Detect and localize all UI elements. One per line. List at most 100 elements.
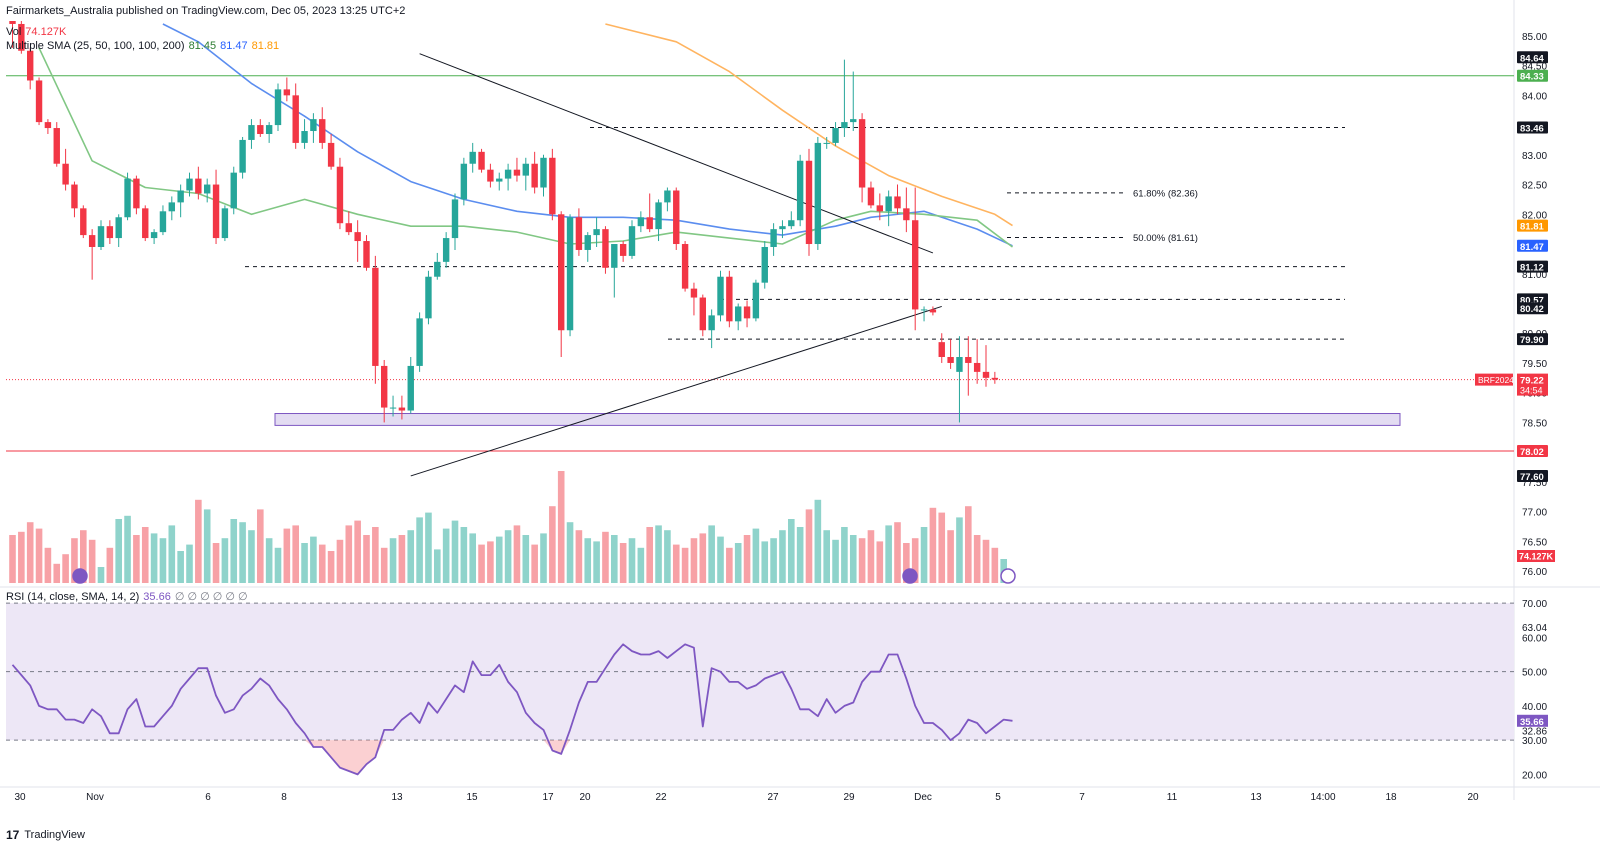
volume-bar bbox=[761, 541, 769, 583]
volume-bar bbox=[708, 525, 715, 583]
candle-body bbox=[186, 178, 193, 191]
rsi-extra: ∅ ∅ ∅ ∅ ∅ ∅ bbox=[174, 591, 248, 603]
candle-body bbox=[973, 362, 981, 372]
candle-body bbox=[327, 142, 335, 167]
candle-body bbox=[460, 163, 468, 200]
price-label-bg bbox=[1517, 333, 1548, 346]
volume-bar bbox=[531, 544, 538, 583]
candle-body bbox=[142, 208, 149, 239]
volume-bar bbox=[478, 544, 485, 583]
rsi-value-tag-bg bbox=[1517, 714, 1548, 727]
time-tick-label: 13 bbox=[1250, 792, 1262, 803]
candle-body bbox=[62, 163, 69, 185]
volume-bar bbox=[177, 551, 184, 583]
candle-body bbox=[912, 220, 919, 310]
volume-bar bbox=[35, 528, 43, 583]
candle-body bbox=[80, 208, 87, 236]
candle-body bbox=[248, 125, 255, 140]
price-label: 81.81 bbox=[1520, 222, 1544, 233]
time-tick-label: Dec bbox=[914, 792, 932, 803]
candle-body bbox=[71, 184, 78, 209]
rsi-tick-label: 30.00 bbox=[1522, 736, 1547, 747]
volume-bar bbox=[159, 538, 167, 583]
price-tick-label: 77.50 bbox=[1522, 478, 1547, 489]
candle-body bbox=[584, 235, 591, 250]
volume-legend[interactable]: Vol 74.127K bbox=[6, 26, 70, 38]
candle-body bbox=[699, 297, 706, 331]
volume-bar bbox=[796, 527, 804, 583]
candle-body bbox=[991, 377, 999, 380]
volume-bar bbox=[495, 536, 503, 583]
volume-bar bbox=[743, 535, 751, 583]
candle-body bbox=[664, 190, 671, 203]
candle-body bbox=[416, 318, 423, 366]
volume-bar bbox=[779, 530, 786, 583]
candle-body bbox=[761, 246, 768, 283]
candle-body bbox=[796, 160, 804, 221]
candle-body bbox=[106, 226, 114, 239]
volume-bar bbox=[248, 530, 255, 583]
candle-body bbox=[690, 288, 698, 298]
volume-bar bbox=[849, 535, 857, 583]
candle-body bbox=[35, 80, 43, 123]
volume-bar bbox=[62, 554, 69, 583]
price-label: 81.12 bbox=[1520, 263, 1544, 274]
price-label-bg bbox=[1517, 219, 1548, 232]
price-tick-label: 79.50 bbox=[1522, 359, 1547, 370]
candle-body bbox=[239, 139, 246, 173]
candle-body bbox=[274, 89, 282, 126]
volume-bar bbox=[513, 525, 521, 583]
candle-body bbox=[381, 365, 388, 408]
rsi-tick-label: 32.86 bbox=[1522, 726, 1547, 737]
candle-body bbox=[593, 229, 600, 236]
candle-body bbox=[805, 160, 813, 245]
sma-legend[interactable]: Multiple SMA (25, 50, 100, 100, 200) 81.4… bbox=[6, 40, 283, 52]
price-tick-label: 84.00 bbox=[1522, 91, 1547, 102]
candle-body bbox=[88, 235, 96, 247]
candle-body bbox=[823, 142, 830, 144]
candle-body bbox=[885, 196, 892, 212]
candle-body bbox=[513, 169, 521, 176]
time-tick-label: 22 bbox=[655, 792, 667, 803]
price-label: 84.33 bbox=[1520, 72, 1544, 83]
last-price-tag-bg bbox=[1517, 373, 1548, 396]
candle-body bbox=[788, 220, 795, 227]
rsi-tick-label: 50.00 bbox=[1522, 668, 1547, 679]
price-tick-label: 76.00 bbox=[1522, 567, 1547, 578]
volume-bar bbox=[150, 533, 158, 583]
candle-body bbox=[27, 50, 34, 81]
rsi-value: 35.66 bbox=[143, 591, 171, 603]
time-tick-label: 14:00 bbox=[1310, 792, 1335, 803]
volume-bar bbox=[894, 522, 901, 583]
rsi-tick-label: 63.04 bbox=[1522, 623, 1547, 634]
dividend-event-icon bbox=[902, 568, 918, 584]
time-tick-label: 30 bbox=[14, 792, 26, 803]
candle-body bbox=[575, 217, 583, 250]
volume-bar bbox=[442, 528, 450, 583]
candle-body bbox=[832, 128, 839, 143]
price-pane bbox=[9, 21, 1013, 477]
fib-label: 50.00% (81.61) bbox=[1133, 233, 1198, 244]
rsi-legend[interactable]: RSI (14, close, SMA, 14, 2) 35.66 ∅ ∅ ∅ ∅ … bbox=[6, 590, 252, 603]
candle-body bbox=[956, 357, 963, 372]
candle-body bbox=[53, 128, 60, 164]
volume-bar bbox=[460, 527, 468, 583]
symbol-tag: BRF2024 bbox=[1478, 375, 1514, 385]
vol-label: Vol bbox=[6, 26, 22, 38]
volume-bar bbox=[956, 517, 963, 583]
price-tick-label: 81.00 bbox=[1522, 270, 1547, 281]
candle-body bbox=[442, 238, 450, 262]
time-tick-label: 5 bbox=[995, 792, 1001, 803]
candle-body bbox=[434, 261, 441, 277]
rsi-tick-label: 20.00 bbox=[1522, 770, 1547, 781]
candle-body bbox=[646, 217, 653, 230]
volume-bar bbox=[301, 543, 308, 583]
volume-bar bbox=[407, 530, 415, 583]
volume-bar bbox=[734, 543, 742, 583]
candle-body bbox=[708, 315, 715, 331]
candle-body bbox=[283, 89, 291, 96]
volume-bar bbox=[637, 547, 645, 583]
tradingview-brand[interactable]: 17 TradingView bbox=[6, 828, 85, 842]
volume-bar bbox=[991, 547, 999, 583]
